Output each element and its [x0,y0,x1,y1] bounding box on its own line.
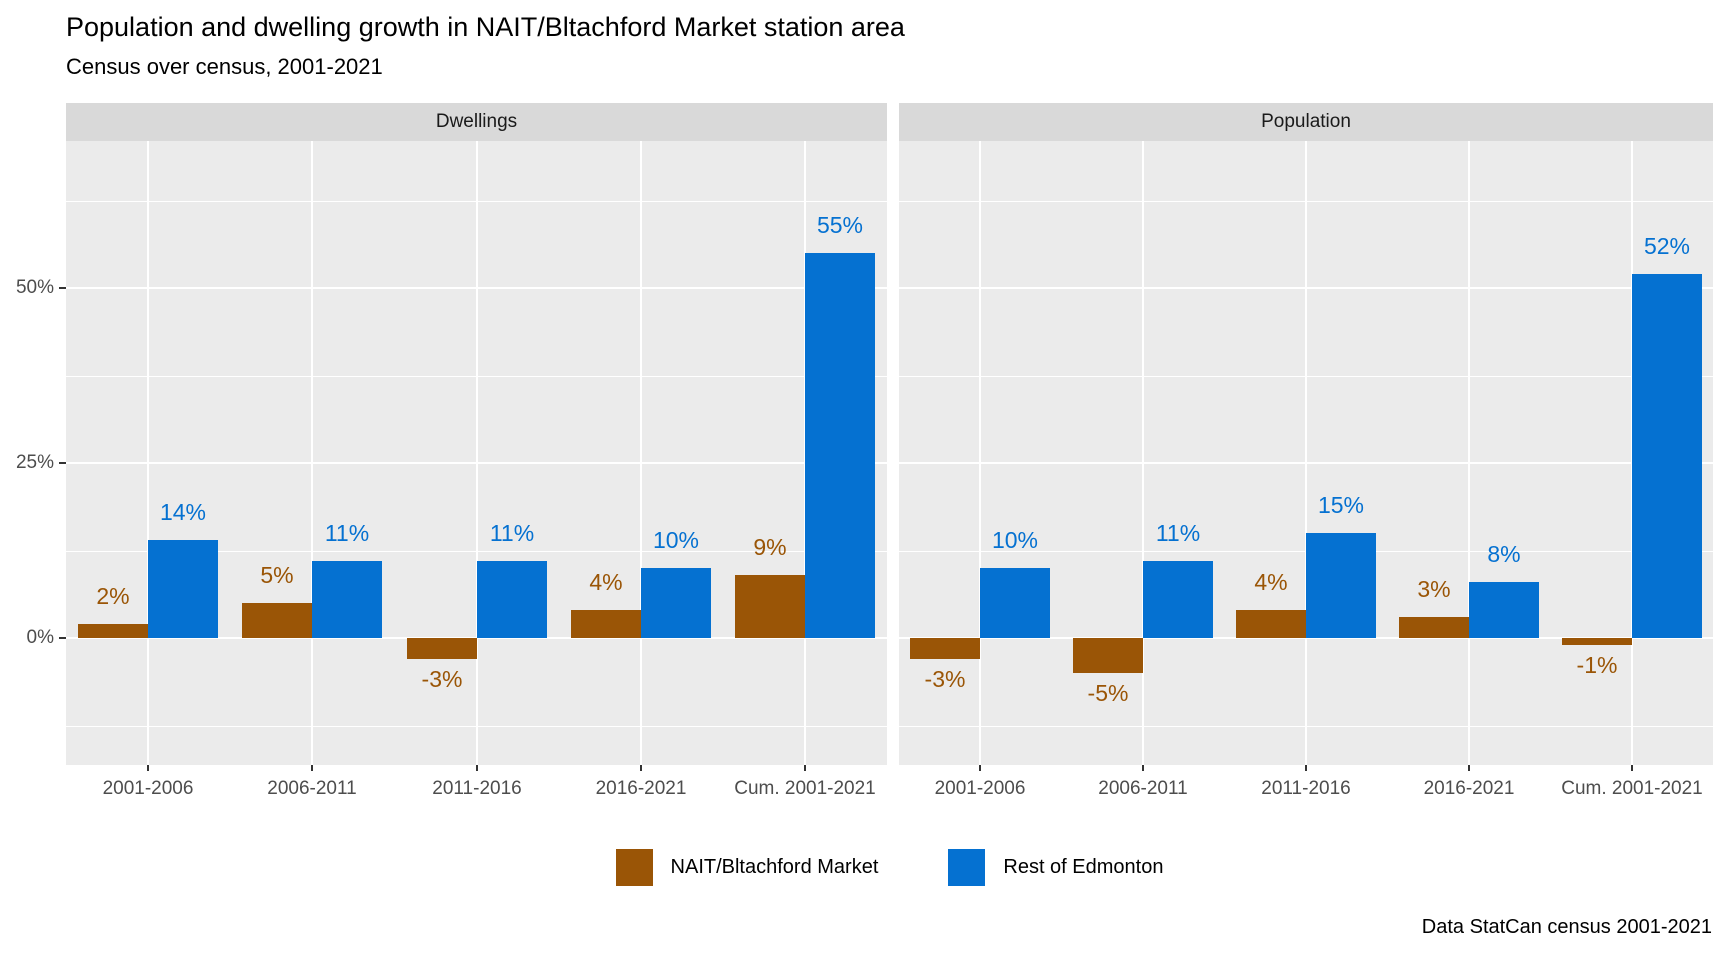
bar-rest [980,568,1050,638]
chart-title: Population and dwelling growth in NAIT/B… [66,12,905,42]
y-axis-tick [59,637,66,639]
x-axis-tick [476,765,478,771]
bar-value-label: 11% [324,520,370,546]
x-axis-label: 2001-2006 [934,778,1026,799]
bar-value-label: -3% [924,666,966,692]
legend-label-rest: Rest of Edmonton [1003,855,1164,878]
bar-value-label: 5% [260,562,294,588]
y-axis-label: 50% [15,277,54,298]
bar-value-label: 9% [753,534,787,560]
bar-value-label: 2% [96,583,130,609]
x-axis-label: 2016-2021 [595,778,687,799]
bar-value-label: 11% [1155,520,1201,546]
x-axis-label: Cum. 2001-2021 [734,778,876,799]
x-axis-tick [1631,765,1633,771]
bar-nait [407,638,477,659]
bar-nait [910,638,980,659]
legend-label-nait: NAIT/Bltachford Market [670,855,879,878]
bar-rest [1143,561,1213,638]
bar-nait [1399,617,1469,638]
x-axis-label: Cum. 2001-2021 [1561,778,1703,799]
x-axis-tick [979,765,981,771]
legend-swatch-nait-icon [615,848,653,886]
x-axis-tick [147,765,149,771]
y-axis-label: 0% [26,627,54,648]
x-axis-tick [804,765,806,771]
bar-rest [641,568,711,638]
bar-rest [1306,533,1376,638]
bar-value-label: 10% [991,527,1039,553]
chart-subtitle: Census over census, 2001-2021 [66,54,383,79]
bar-value-label: 4% [1254,569,1288,595]
gridline-vertical [1305,141,1307,765]
bar-rest [312,561,382,638]
bar-nait [1073,638,1143,673]
bar-value-label: 14% [159,499,207,525]
panel-dwellings: 2% 5% -3% 4% 9% 14% 11% 11% 10% 55% [66,141,887,765]
bar-nait [1562,638,1632,645]
y-axis-tick [59,462,66,464]
bar-rest [477,561,547,638]
bar-value-label: -3% [421,666,463,692]
x-axis-label: 2016-2021 [1423,778,1515,799]
gridline-vertical [147,141,149,765]
x-axis-tick [1305,765,1307,771]
x-axis-label: 2006-2011 [1098,778,1188,799]
chart-caption: Data StatCan census 2001-2021 [1421,916,1712,938]
y-axis-label: 25% [15,452,54,473]
bar-value-label: -1% [1576,652,1618,678]
bar-value-label: 15% [1317,492,1365,518]
gridline-vertical [640,141,642,765]
legend-swatch-rest-icon [948,848,986,886]
x-axis-label: 2006-2011 [267,778,357,799]
gridline-vertical [979,141,981,765]
panel-population: -3% -5% 4% 3% -1% 10% 11% 15% 8% 52% [899,141,1713,765]
x-axis-label: 2011-2016 [1261,778,1351,799]
x-axis-label: 2011-2016 [432,778,522,799]
bar-value-label: 10% [652,527,700,553]
bar-nait [242,603,312,638]
bar-value-label: 8% [1487,541,1521,567]
bar-rest [1469,582,1539,638]
gridline-vertical [1142,141,1144,765]
bar-rest [1632,274,1702,638]
facet-strip-population: Population [899,103,1713,141]
y-axis-tick [59,287,66,289]
gridline-vertical [476,141,478,765]
bar-value-label: -5% [1087,680,1129,706]
legend-item-nait: NAIT/Bltachford Market [615,848,879,886]
bar-value-label: 55% [816,212,864,238]
bar-value-label: 3% [1417,576,1451,602]
legend: NAIT/Bltachford Market Rest of Edmonton [66,844,1713,890]
facet-strip-dwellings: Dwellings [66,103,887,141]
x-axis-tick [311,765,313,771]
bar-nait [571,610,641,638]
bar-value-label: 4% [589,569,623,595]
bar-value-label: 11% [489,520,535,546]
x-axis-tick [1468,765,1470,771]
gridline-vertical [311,141,313,765]
bar-nait [78,624,148,638]
x-axis-tick [640,765,642,771]
bar-value-label: 52% [1643,233,1691,259]
bar-nait [735,575,805,638]
x-axis-tick [1142,765,1144,771]
gridline-vertical [1468,141,1470,765]
legend-item-rest: Rest of Edmonton [948,848,1164,886]
x-axis-label: 2001-2006 [102,778,194,799]
bar-rest [805,253,875,638]
bar-nait [1236,610,1306,638]
bar-rest [148,540,218,638]
